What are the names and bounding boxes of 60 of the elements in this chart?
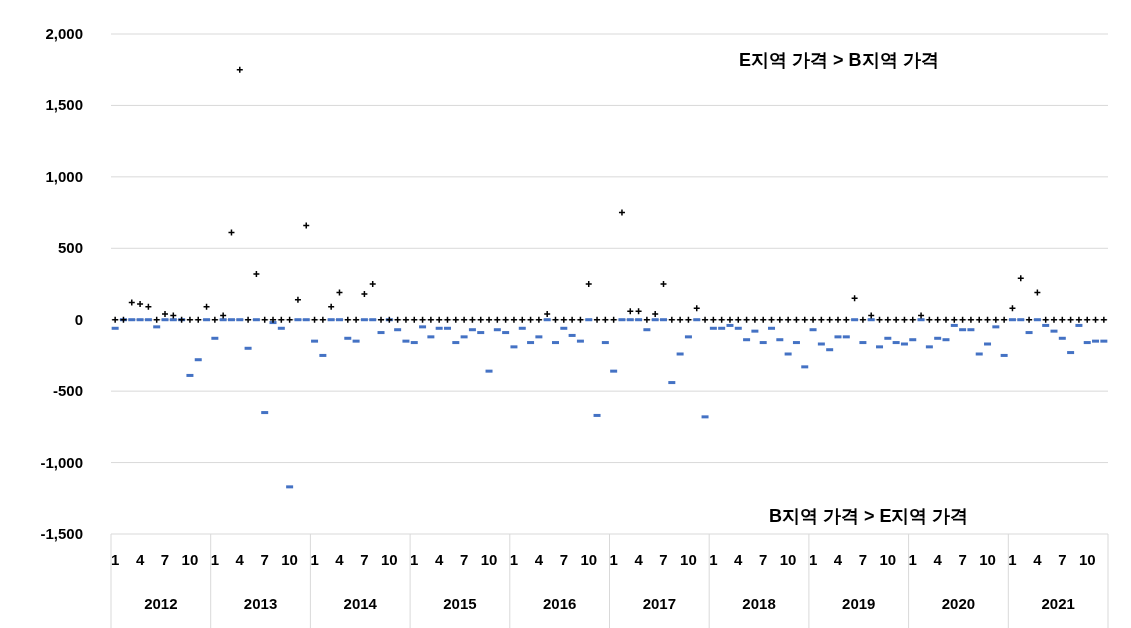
- x-tick-label: 10: [181, 551, 199, 568]
- y-tick-label: -500: [52, 382, 83, 400]
- x-tick-label: 7: [360, 551, 369, 568]
- x-tick-label: 4: [933, 551, 943, 568]
- x-tick-label: 7: [858, 551, 868, 568]
- x-tick-label: 10: [680, 551, 697, 568]
- x-tick-label: 7: [958, 551, 967, 568]
- text: 2021: [1041, 595, 1075, 612]
- y-tick-label: 500: [57, 239, 83, 257]
- x-tick-label: 4: [235, 551, 245, 568]
- x-tick-label: 10: [979, 551, 996, 568]
- text: 2014: [343, 595, 378, 612]
- y-tick-label: -1,000: [40, 453, 83, 471]
- x-tick-label: 4: [833, 551, 843, 568]
- x-tick-label: 10: [1078, 551, 1096, 568]
- x-tick-label: 7: [759, 551, 768, 568]
- x-tick-label: 7: [659, 551, 668, 568]
- text: 2015: [443, 595, 477, 612]
- x-tick-label: 4: [1033, 551, 1043, 568]
- x-tick-label: 7: [459, 551, 469, 568]
- text: 2018: [742, 595, 776, 612]
- text: 2013: [243, 595, 278, 612]
- x-tick-label: 10: [779, 551, 797, 568]
- x-tick-label: 7: [260, 551, 269, 568]
- x-tick-label: 1: [110, 551, 120, 568]
- x-tick-label: 7: [160, 551, 170, 568]
- x-tick-label: 1: [808, 551, 818, 568]
- x-tick-label: 4: [534, 551, 544, 568]
- x-tick-label: 7: [559, 551, 568, 568]
- text: 2017: [642, 595, 677, 612]
- x-tick-label: 4: [435, 551, 445, 568]
- x-tick-label: 1: [709, 551, 718, 568]
- text: 2012: [144, 595, 178, 612]
- x-tick-label: 4: [135, 551, 145, 568]
- x-tick-label: 7: [1058, 551, 1067, 568]
- x-tick-label: 1: [410, 551, 419, 568]
- text: 2016: [542, 595, 577, 612]
- x-tick-label: 10: [879, 551, 897, 568]
- text: 2020: [941, 595, 976, 612]
- y-tick-label: 1,500: [45, 96, 83, 114]
- text: 2019: [842, 595, 876, 612]
- x-tick-label: 10: [580, 551, 598, 568]
- y-tick-label: 2,000: [45, 25, 83, 42]
- y-tick-label: 0: [74, 310, 83, 328]
- y-tick-label: 1,000: [45, 167, 83, 185]
- x-tick-label: 10: [480, 551, 498, 568]
- annotation: E지역 가격 > B지역 가격: [739, 50, 939, 70]
- x-tick-label: 10: [281, 551, 298, 568]
- x-tick-label: 1: [908, 551, 917, 568]
- x-tick-label: 1: [1008, 551, 1017, 568]
- x-tick-label: 10: [380, 551, 398, 568]
- x-tick-label: 4: [335, 551, 345, 568]
- x-tick-label: 1: [509, 551, 519, 568]
- x-tick-label: 1: [210, 551, 220, 568]
- annotation: B지역 가격 > E지역 가격: [768, 506, 969, 526]
- x-tick-label: 1: [310, 551, 319, 568]
- y-tick-label: -1,500: [40, 525, 83, 542]
- x-tick-label: 4: [634, 551, 644, 568]
- x-tick-label: 1: [609, 551, 618, 568]
- x-tick-label: 4: [734, 551, 744, 568]
